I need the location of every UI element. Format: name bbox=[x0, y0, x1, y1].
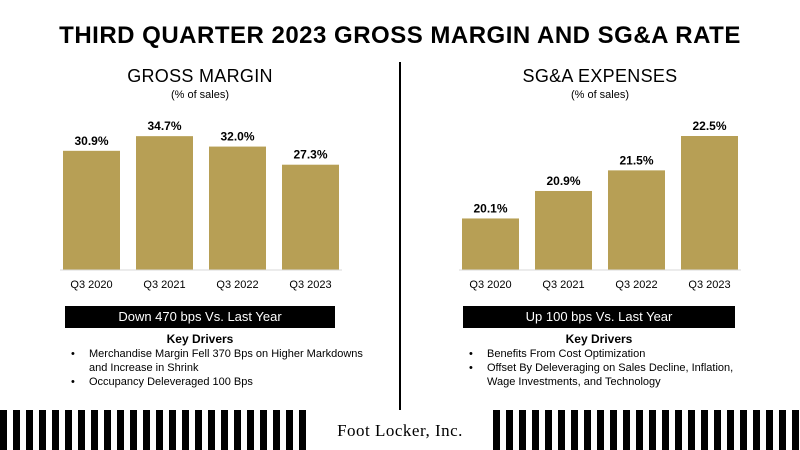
gross-margin-banner: Down 470 bps Vs. Last Year bbox=[65, 306, 335, 328]
data-label: 20.9% bbox=[546, 174, 580, 188]
category-label: Q3 2022 bbox=[615, 279, 657, 291]
gross-margin-title: GROSS MARGIN bbox=[127, 66, 273, 86]
category-label: Q3 2022 bbox=[216, 279, 258, 291]
data-label: 34.7% bbox=[147, 119, 181, 133]
data-label: 30.9% bbox=[74, 134, 108, 148]
gross-margin-chart: 30.9% Q3 2020 34.7% Q3 2021 32.0% Q3 2022 27.3… bbox=[60, 119, 342, 291]
bar-q3-2020 bbox=[63, 150, 120, 270]
bar-q3-2022 bbox=[209, 146, 266, 270]
category-label: Q3 2021 bbox=[542, 279, 584, 291]
data-label: 20.1% bbox=[473, 201, 507, 215]
gross-margin-drivers-title: Key Drivers bbox=[166, 332, 234, 346]
sga-banner: Up 100 bps Vs. Last Year bbox=[463, 306, 735, 328]
gross-margin-driver-item: Occupancy Deleveraged 100 Bps bbox=[71, 375, 369, 389]
gross-margin-driver-item: Merchandise Margin Fell 370 Bps on Highe… bbox=[71, 347, 369, 375]
sga-chart: 20.1% Q3 2020 20.9% Q3 2021 21.5% Q3 2022 22.5… bbox=[459, 119, 741, 291]
category-label: Q3 2020 bbox=[70, 279, 112, 291]
data-label: 21.5% bbox=[619, 153, 653, 167]
data-label: 22.5% bbox=[692, 119, 726, 133]
footer-stripes-left bbox=[0, 410, 308, 450]
category-label: Q3 2021 bbox=[143, 279, 185, 291]
page-title: THIRD QUARTER 2023 GROSS MARGIN AND SG&A… bbox=[59, 22, 741, 49]
foot-locker-logo: Foot Locker, Inc. bbox=[337, 421, 463, 440]
category-label: Q3 2023 bbox=[289, 279, 331, 291]
sga-panel: SG&A EXPENSES (% of sales) 20.1% Q3 2020 2… bbox=[400, 0, 800, 450]
sga-drivers-list: Benefits From Cost Optimization Offset B… bbox=[465, 347, 737, 389]
center-divider bbox=[399, 62, 401, 410]
gross-margin-panel: GROSS MARGIN (% of sales) 30.9% Q3 2020 34… bbox=[0, 0, 400, 450]
bar-q3-2020 bbox=[462, 218, 519, 270]
sga-driver-item: Benefits From Cost Optimization bbox=[469, 347, 737, 361]
category-label: Q3 2020 bbox=[469, 279, 511, 291]
bar-q3-2021 bbox=[535, 190, 592, 270]
sga-subtitle: (% of sales) bbox=[570, 89, 630, 101]
category-label: Q3 2023 bbox=[688, 279, 730, 291]
data-label: 27.3% bbox=[293, 148, 327, 162]
gross-margin-subtitle: (% of sales) bbox=[170, 89, 230, 101]
data-label: 32.0% bbox=[220, 130, 254, 144]
bar-q3-2022 bbox=[608, 170, 665, 270]
bar-q3-2021 bbox=[136, 136, 193, 270]
footer-stripes-right bbox=[493, 410, 800, 450]
gross-margin-drivers-list: Merchandise Margin Fell 370 Bps on Highe… bbox=[67, 347, 369, 389]
sga-title: SG&A EXPENSES bbox=[522, 66, 678, 86]
sga-drivers-title: Key Drivers bbox=[565, 332, 633, 346]
bar-q3-2023 bbox=[282, 164, 339, 270]
sga-driver-item: Offset By Deleveraging on Sales Decline,… bbox=[469, 361, 737, 389]
bar-q3-2023 bbox=[681, 136, 738, 270]
